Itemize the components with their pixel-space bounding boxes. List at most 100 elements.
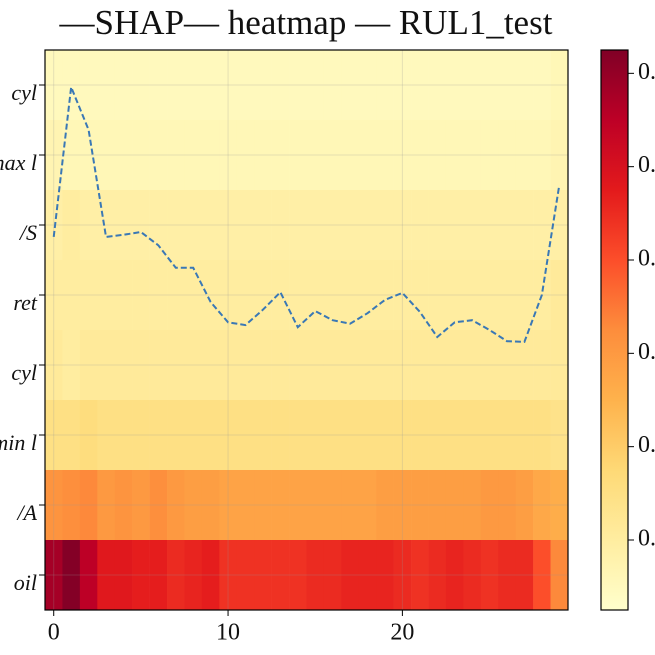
heat-cell xyxy=(445,260,464,331)
heat-cell xyxy=(358,190,377,261)
heat-cell xyxy=(167,470,185,541)
colorbar-tick-label: 0.6 xyxy=(638,59,655,85)
heat-cell xyxy=(358,540,377,611)
heat-cell xyxy=(184,190,203,261)
heat-cell xyxy=(306,400,325,471)
y-tick-label: cyl xyxy=(11,360,37,385)
heat-cell xyxy=(323,540,342,611)
heat-cell xyxy=(254,540,272,611)
heat-cell xyxy=(97,120,116,191)
heat-cell xyxy=(445,330,464,401)
heat-cell xyxy=(323,260,342,331)
heat-cell xyxy=(149,260,168,331)
heat-cell xyxy=(97,400,116,471)
heat-cell xyxy=(97,50,116,121)
heat-cell xyxy=(393,400,412,471)
heat-cell xyxy=(149,470,168,541)
heat-cell xyxy=(271,540,290,611)
heat-cell xyxy=(550,330,569,401)
heat-cell xyxy=(289,400,307,471)
heat-cell xyxy=(132,470,150,541)
heat-cell xyxy=(323,400,342,471)
heat-cell xyxy=(306,470,325,541)
heat-cell xyxy=(149,400,168,471)
heat-cell xyxy=(341,190,360,261)
heat-cell xyxy=(219,470,238,541)
heat-cell xyxy=(271,330,290,401)
heat-cell xyxy=(167,400,185,471)
heat-cell xyxy=(341,470,360,541)
heat-cell xyxy=(463,190,482,261)
heat-cell xyxy=(445,540,464,611)
heat-cell xyxy=(219,540,238,611)
colorbar xyxy=(600,49,629,611)
heat-cell xyxy=(480,120,499,191)
heat-cell xyxy=(184,120,203,191)
heat-cell xyxy=(289,50,307,121)
colorbar-tick-label: 0.4 xyxy=(638,246,655,272)
heat-cell xyxy=(480,400,499,471)
heat-cell xyxy=(62,260,81,331)
y-tick-label: /A xyxy=(15,500,37,525)
heat-cell xyxy=(289,470,307,541)
heat-cell xyxy=(97,260,116,331)
heat-cell xyxy=(341,50,360,121)
heat-cell xyxy=(480,540,499,611)
heat-cell xyxy=(445,50,464,121)
heat-cell xyxy=(358,120,377,191)
colorbar-tick-label: 0.2 xyxy=(638,432,655,458)
line-series xyxy=(52,86,561,343)
heat-cell xyxy=(358,260,377,331)
heat-cell xyxy=(45,50,63,121)
heat-cell xyxy=(79,540,98,611)
heat-cell xyxy=(445,400,464,471)
heat-cell xyxy=(428,190,447,261)
heat-cell xyxy=(480,50,499,121)
heat-cell xyxy=(62,540,81,611)
heat-cell xyxy=(341,400,360,471)
heat-cell xyxy=(498,400,516,471)
heat-cell xyxy=(79,260,98,331)
heat-cell xyxy=(45,330,63,401)
heat-cell xyxy=(428,120,447,191)
heat-cell xyxy=(533,120,551,191)
heat-cell xyxy=(219,260,238,331)
heat-cell xyxy=(393,120,412,191)
heat-cell xyxy=(515,540,534,611)
heat-cell xyxy=(533,50,551,121)
heat-cell xyxy=(97,330,116,401)
heat-cell xyxy=(97,540,116,611)
heat-cell xyxy=(550,400,569,471)
heat-cell xyxy=(550,260,569,331)
heat-cell xyxy=(201,540,220,611)
heat-cell xyxy=(45,190,63,261)
heat-cell xyxy=(533,330,551,401)
heat-cell xyxy=(323,120,342,191)
heat-cell xyxy=(306,540,325,611)
heat-cell xyxy=(201,260,220,331)
heat-cell xyxy=(132,330,150,401)
heat-cell xyxy=(149,330,168,401)
heat-cell xyxy=(411,470,429,541)
heat-cell xyxy=(184,400,203,471)
heat-cell xyxy=(132,120,150,191)
heat-cell xyxy=(132,260,150,331)
heat-cell xyxy=(341,540,360,611)
heat-cell xyxy=(289,330,307,401)
y-tick-label: ret xyxy=(13,290,38,315)
heat-cell xyxy=(289,120,307,191)
heat-cell xyxy=(201,190,220,261)
heat-cell xyxy=(393,330,412,401)
heat-cell xyxy=(62,470,81,541)
heat-cell xyxy=(358,400,377,471)
heat-cell xyxy=(445,190,464,261)
heat-cell xyxy=(445,120,464,191)
heat-cell xyxy=(219,120,238,191)
heat-cell xyxy=(428,260,447,331)
heat-cell xyxy=(376,120,394,191)
heat-cell xyxy=(271,120,290,191)
heat-cell xyxy=(376,330,394,401)
heat-cell xyxy=(79,470,98,541)
